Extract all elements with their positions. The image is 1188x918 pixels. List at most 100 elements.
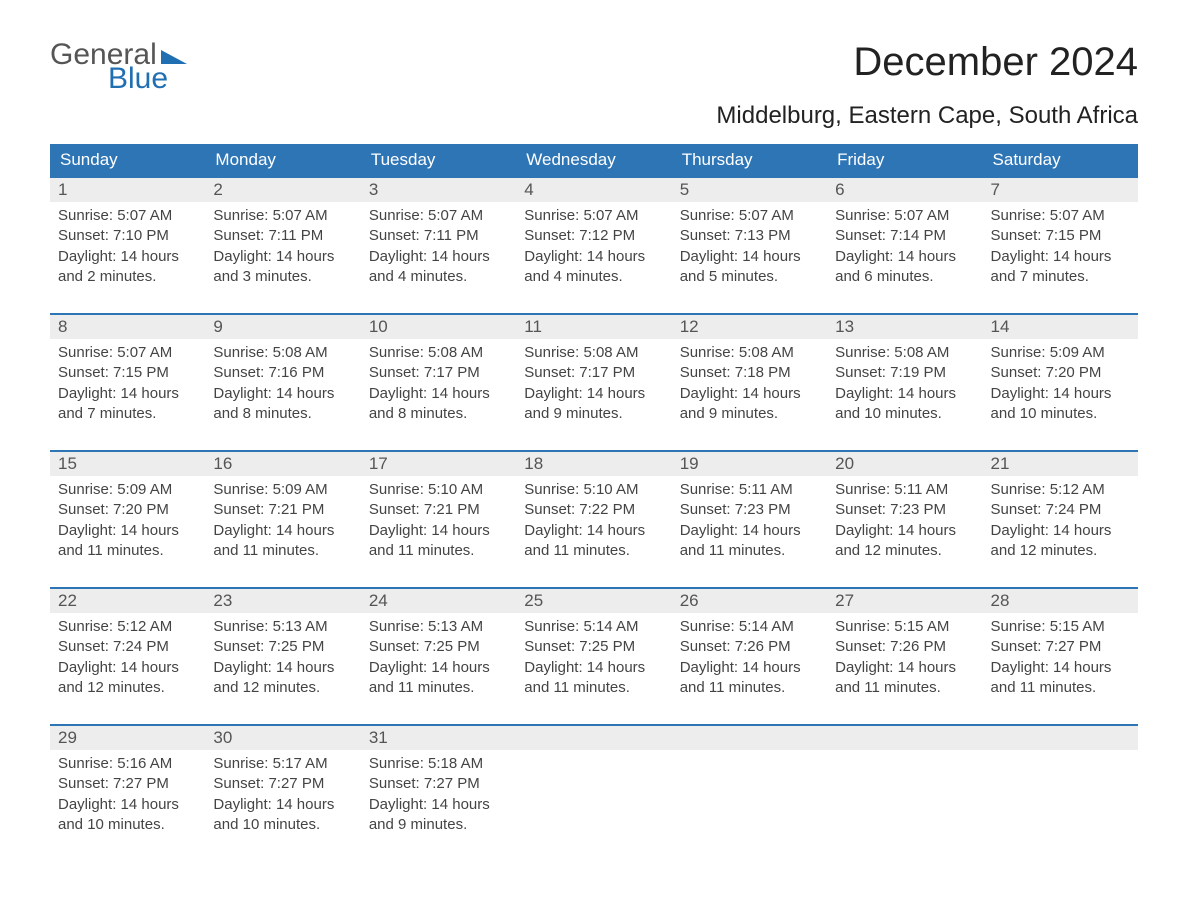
day-number: 6 — [827, 178, 982, 202]
day-details: Sunrise: 5:15 AMSunset: 7:27 PMDaylight:… — [983, 613, 1138, 724]
day-details: Sunrise: 5:07 AMSunset: 7:15 PMDaylight:… — [50, 339, 205, 450]
calendar-day-cell: 5Sunrise: 5:07 AMSunset: 7:13 PMDaylight… — [672, 177, 827, 314]
day-number: 24 — [361, 589, 516, 613]
sunrise-line: Sunrise: 5:11 AM — [835, 480, 974, 500]
sunrise-line: Sunrise: 5:07 AM — [58, 343, 197, 363]
day-details: Sunrise: 5:07 AMSunset: 7:10 PMDaylight:… — [50, 202, 205, 313]
weekday-header: Thursday — [672, 144, 827, 177]
sunset-line: Sunset: 7:18 PM — [680, 363, 819, 383]
sunset-line: Sunset: 7:16 PM — [213, 363, 352, 383]
sunrise-line: Sunrise: 5:12 AM — [58, 617, 197, 637]
daylight-line: Daylight: 14 hours and 3 minutes. — [213, 247, 352, 288]
calendar-day-cell: 6Sunrise: 5:07 AMSunset: 7:14 PMDaylight… — [827, 177, 982, 314]
sunrise-line: Sunrise: 5:10 AM — [524, 480, 663, 500]
day-number: 2 — [205, 178, 360, 202]
day-number: 19 — [672, 452, 827, 476]
logo: General Blue — [50, 40, 187, 94]
day-number: 21 — [983, 452, 1138, 476]
sunset-line: Sunset: 7:17 PM — [524, 363, 663, 383]
sunrise-line: Sunrise: 5:10 AM — [369, 480, 508, 500]
calendar-day-cell: 3Sunrise: 5:07 AMSunset: 7:11 PMDaylight… — [361, 177, 516, 314]
sunrise-line: Sunrise: 5:07 AM — [524, 206, 663, 226]
day-number: 20 — [827, 452, 982, 476]
daylight-line: Daylight: 14 hours and 11 minutes. — [835, 658, 974, 699]
sunset-line: Sunset: 7:27 PM — [991, 637, 1130, 657]
sunrise-line: Sunrise: 5:07 AM — [991, 206, 1130, 226]
daylight-line: Daylight: 14 hours and 10 minutes. — [991, 384, 1130, 425]
calendar-week-row: 15Sunrise: 5:09 AMSunset: 7:20 PMDayligh… — [50, 451, 1138, 588]
day-details: Sunrise: 5:17 AMSunset: 7:27 PMDaylight:… — [205, 750, 360, 861]
day-number: 14 — [983, 315, 1138, 339]
sunrise-line: Sunrise: 5:11 AM — [680, 480, 819, 500]
day-details: Sunrise: 5:07 AMSunset: 7:11 PMDaylight:… — [205, 202, 360, 313]
daylight-line: Daylight: 14 hours and 11 minutes. — [680, 521, 819, 562]
day-number: 17 — [361, 452, 516, 476]
calendar-day-cell: 13Sunrise: 5:08 AMSunset: 7:19 PMDayligh… — [827, 314, 982, 451]
sunset-line: Sunset: 7:15 PM — [58, 363, 197, 383]
weekday-header: Friday — [827, 144, 982, 177]
day-number: 23 — [205, 589, 360, 613]
calendar-day-cell: 24Sunrise: 5:13 AMSunset: 7:25 PMDayligh… — [361, 588, 516, 725]
weekday-header-row: Sunday Monday Tuesday Wednesday Thursday… — [50, 144, 1138, 177]
daylight-line: Daylight: 14 hours and 4 minutes. — [524, 247, 663, 288]
day-details: Sunrise: 5:08 AMSunset: 7:19 PMDaylight:… — [827, 339, 982, 450]
daylight-line: Daylight: 14 hours and 8 minutes. — [213, 384, 352, 425]
sunrise-line: Sunrise: 5:14 AM — [524, 617, 663, 637]
sunrise-line: Sunrise: 5:16 AM — [58, 754, 197, 774]
sunset-line: Sunset: 7:10 PM — [58, 226, 197, 246]
daylight-line: Daylight: 14 hours and 6 minutes. — [835, 247, 974, 288]
day-details: Sunrise: 5:18 AMSunset: 7:27 PMDaylight:… — [361, 750, 516, 861]
day-number: 5 — [672, 178, 827, 202]
calendar-day-cell: 1Sunrise: 5:07 AMSunset: 7:10 PMDaylight… — [50, 177, 205, 314]
calendar-day-cell: 23Sunrise: 5:13 AMSunset: 7:25 PMDayligh… — [205, 588, 360, 725]
day-number-empty — [827, 726, 982, 750]
day-number: 22 — [50, 589, 205, 613]
calendar-day-cell: 7Sunrise: 5:07 AMSunset: 7:15 PMDaylight… — [983, 177, 1138, 314]
calendar-day-cell: 15Sunrise: 5:09 AMSunset: 7:20 PMDayligh… — [50, 451, 205, 588]
day-number: 12 — [672, 315, 827, 339]
daylight-line: Daylight: 14 hours and 11 minutes. — [213, 521, 352, 562]
sunrise-line: Sunrise: 5:07 AM — [369, 206, 508, 226]
day-number: 18 — [516, 452, 671, 476]
day-details: Sunrise: 5:14 AMSunset: 7:25 PMDaylight:… — [516, 613, 671, 724]
day-number: 31 — [361, 726, 516, 750]
daylight-line: Daylight: 14 hours and 11 minutes. — [680, 658, 819, 699]
sunrise-line: Sunrise: 5:15 AM — [835, 617, 974, 637]
sunrise-line: Sunrise: 5:08 AM — [680, 343, 819, 363]
day-number: 30 — [205, 726, 360, 750]
day-details: Sunrise: 5:13 AMSunset: 7:25 PMDaylight:… — [205, 613, 360, 724]
daylight-line: Daylight: 14 hours and 11 minutes. — [991, 658, 1130, 699]
daylight-line: Daylight: 14 hours and 11 minutes. — [58, 521, 197, 562]
calendar-day-cell: 10Sunrise: 5:08 AMSunset: 7:17 PMDayligh… — [361, 314, 516, 451]
calendar-day-cell: 26Sunrise: 5:14 AMSunset: 7:26 PMDayligh… — [672, 588, 827, 725]
daylight-line: Daylight: 14 hours and 12 minutes. — [835, 521, 974, 562]
header: General Blue December 2024 — [50, 40, 1138, 94]
sunset-line: Sunset: 7:13 PM — [680, 226, 819, 246]
calendar-day-cell: 27Sunrise: 5:15 AMSunset: 7:26 PMDayligh… — [827, 588, 982, 725]
daylight-line: Daylight: 14 hours and 7 minutes. — [991, 247, 1130, 288]
sunrise-line: Sunrise: 5:14 AM — [680, 617, 819, 637]
daylight-line: Daylight: 14 hours and 8 minutes. — [369, 384, 508, 425]
calendar-empty-cell — [827, 725, 982, 861]
day-number: 4 — [516, 178, 671, 202]
day-number: 1 — [50, 178, 205, 202]
day-details: Sunrise: 5:10 AMSunset: 7:21 PMDaylight:… — [361, 476, 516, 587]
day-number: 26 — [672, 589, 827, 613]
calendar-day-cell: 21Sunrise: 5:12 AMSunset: 7:24 PMDayligh… — [983, 451, 1138, 588]
daylight-line: Daylight: 14 hours and 12 minutes. — [991, 521, 1130, 562]
day-number: 15 — [50, 452, 205, 476]
day-details: Sunrise: 5:07 AMSunset: 7:12 PMDaylight:… — [516, 202, 671, 313]
day-number: 13 — [827, 315, 982, 339]
daylight-line: Daylight: 14 hours and 10 minutes. — [213, 795, 352, 836]
day-details: Sunrise: 5:08 AMSunset: 7:16 PMDaylight:… — [205, 339, 360, 450]
sunrise-line: Sunrise: 5:08 AM — [213, 343, 352, 363]
logo-text-blue: Blue — [108, 64, 187, 94]
sunrise-line: Sunrise: 5:07 AM — [58, 206, 197, 226]
daylight-line: Daylight: 14 hours and 7 minutes. — [58, 384, 197, 425]
sunrise-line: Sunrise: 5:12 AM — [991, 480, 1130, 500]
sunset-line: Sunset: 7:12 PM — [524, 226, 663, 246]
daylight-line: Daylight: 14 hours and 5 minutes. — [680, 247, 819, 288]
calendar-day-cell: 20Sunrise: 5:11 AMSunset: 7:23 PMDayligh… — [827, 451, 982, 588]
sunrise-line: Sunrise: 5:09 AM — [991, 343, 1130, 363]
daylight-line: Daylight: 14 hours and 4 minutes. — [369, 247, 508, 288]
